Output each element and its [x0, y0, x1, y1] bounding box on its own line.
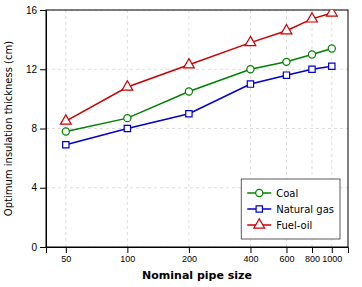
series-marker: [186, 111, 192, 117]
y-tick: 4: [31, 182, 46, 193]
x-tick-label: 200: [182, 254, 197, 264]
x-axis-line: [47, 248, 349, 254]
y-axis-title: Optimum insulation thickness (cm): [3, 41, 14, 216]
x-tick-label: 50: [61, 254, 71, 264]
y-tick-mark: [40, 10, 46, 11]
series-line: [66, 13, 332, 121]
x-tick-mark: [286, 247, 287, 253]
x-tick: 1000: [322, 247, 342, 264]
y-tick-mark: [40, 188, 46, 189]
series-marker: [281, 25, 292, 34]
legend-marker: [254, 219, 265, 228]
legend-label: Fuel-oil: [276, 220, 312, 231]
x-tick-mark: [66, 247, 67, 253]
plot: 50 100 200 400 600 8001000 0 4 8 12 16 Coal Natural …: [26, 5, 349, 265]
series-marker: [63, 142, 69, 148]
series-marker: [247, 66, 254, 73]
series-marker: [329, 63, 335, 69]
legend: Coal Natural gas Fuel-oil: [241, 179, 340, 239]
y-tick-mark: [40, 69, 46, 70]
x-tick-mark: [250, 247, 251, 253]
x-tick-mark: [332, 247, 333, 253]
series-marker: [60, 115, 71, 124]
series-marker: [185, 88, 192, 95]
y-tick-label: 4: [31, 182, 37, 193]
series-marker: [122, 81, 133, 90]
series-marker: [307, 13, 318, 22]
grid-line-x: [188, 10, 189, 247]
x-tick: 50: [61, 247, 71, 264]
series-marker: [245, 36, 256, 45]
series-line: [66, 66, 332, 145]
series-marker: [308, 51, 315, 58]
x-tick: 100: [120, 247, 135, 264]
y-tick: 12: [26, 64, 46, 75]
legend-item: Natural gas: [247, 204, 334, 215]
grid-line-y: [46, 128, 348, 129]
legend-item: Fuel-oil: [247, 219, 312, 231]
y-tick-label: 12: [26, 64, 38, 75]
x-tick-label: 600: [279, 254, 294, 264]
chart: 50 100 200 400 600 8001000 0 4 8 12 16 Coal Natural …: [0, 0, 362, 287]
series-marker: [184, 59, 195, 68]
x-tick: 600: [279, 247, 294, 264]
legend-marker: [256, 206, 262, 212]
series-marker: [62, 128, 69, 135]
y-tick-label: 8: [31, 123, 37, 134]
y-tick-mark: [40, 247, 46, 248]
grid-line-y: [46, 69, 348, 70]
x-tick-mark: [127, 247, 128, 253]
legend-label: Natural gas: [276, 204, 334, 215]
x-tick-label: 1000: [322, 254, 342, 264]
series-marker: [309, 66, 315, 72]
series-marker: [283, 58, 290, 65]
legend-marker: [256, 189, 263, 196]
x-tick-label: 400: [243, 254, 258, 264]
x-tick-mark: [189, 247, 190, 253]
y-tick-label: 16: [26, 5, 38, 16]
x-tick-mark: [312, 247, 313, 253]
x-tick: 400: [243, 247, 258, 264]
series-marker: [124, 115, 131, 122]
y-axis-line: [40, 11, 47, 248]
x-tick-label: 100: [120, 254, 135, 264]
y-tick-mark: [40, 129, 46, 130]
grid: [46, 10, 348, 247]
legend-box: [241, 179, 340, 239]
y-tick-label: 0: [31, 242, 37, 253]
marks: [60, 10, 337, 148]
plot-frame: [46, 10, 348, 247]
x-tick: 800: [305, 247, 320, 264]
y-tick: 0: [31, 242, 46, 253]
x-tick-label: 800: [305, 254, 320, 264]
x-axis: 50 100 200 400 600 8001000: [47, 247, 349, 264]
series-marker: [283, 72, 289, 78]
series-marker: [124, 125, 130, 131]
series-marker: [326, 10, 337, 16]
x-axis-title: Nominal pipe size: [142, 269, 252, 282]
series-marker: [328, 45, 335, 52]
legend-item: Coal: [247, 188, 298, 199]
y-tick: 8: [31, 123, 46, 134]
series-marker: [247, 81, 253, 87]
y-axis: 0 4 8 12 16: [26, 5, 47, 253]
x-tick: 200: [182, 247, 197, 264]
y-tick: 16: [26, 5, 46, 16]
legend-label: Coal: [276, 188, 298, 199]
